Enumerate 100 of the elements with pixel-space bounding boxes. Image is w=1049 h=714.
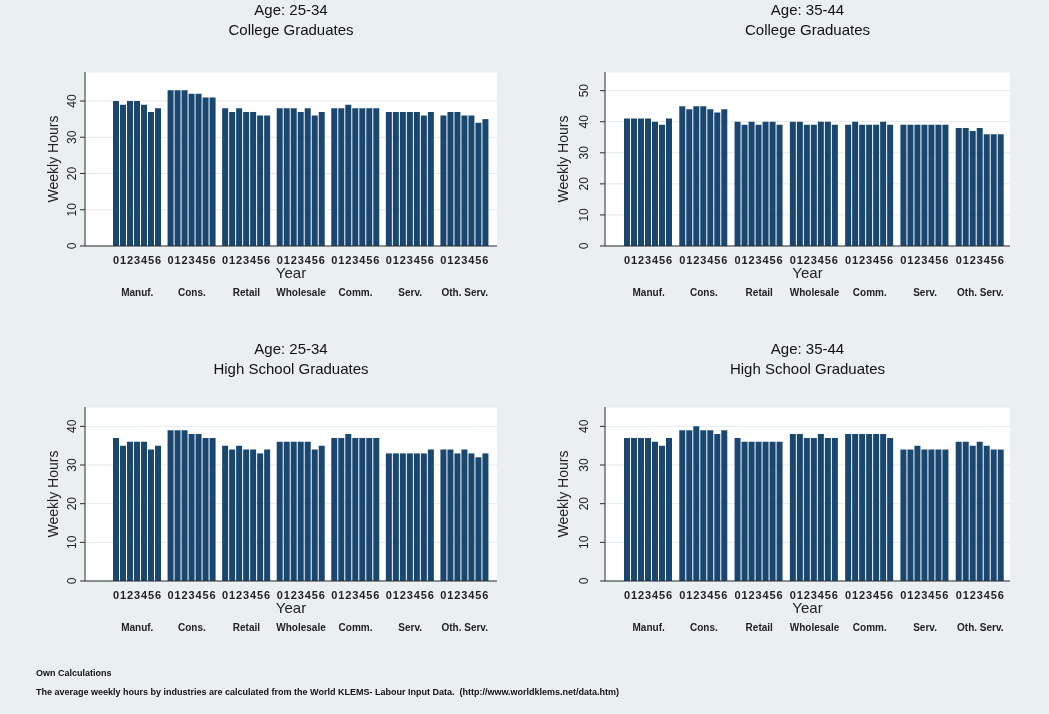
x-tick-label: Retail [745,287,774,298]
text: 5 [257,254,264,266]
text: 6 [264,589,271,601]
text: 3 [755,254,762,266]
series-label: 1 [630,254,638,266]
text: 0 [385,254,392,266]
text: 5 [935,589,942,601]
text: 5 [202,254,209,266]
text: 6 [942,254,949,266]
text: 0 [955,254,962,266]
x-axis-title: Year [275,264,307,281]
text: 4 [413,589,420,601]
text: 6 [776,589,783,601]
x-tick-label: Manuf. [121,287,154,298]
series-label: 4 [651,254,659,266]
text: 6 [776,254,783,266]
x-tick-label: Cons. [690,287,719,298]
y-tick-label: 30 [577,458,591,472]
text: 0 [900,254,907,266]
x-tick-label: Serv. [913,622,938,633]
text: 1 [907,254,914,266]
text: 4 [250,254,257,266]
text: 6 [318,254,325,266]
series-label: 0 [623,254,631,266]
text: 3 [188,254,195,266]
text: 0 [845,254,852,266]
text: 2 [914,589,921,601]
text: 4 [983,254,990,266]
x-tick-label: Oth. Serv. [957,622,1004,633]
series-label: 6 [154,589,162,601]
y-tick-label: 40 [577,114,591,129]
text: 6 [721,589,728,601]
y-tick-label: 20 [65,166,79,181]
series-label: 5 [147,589,155,601]
text: 4 [468,254,475,266]
text: 4 [873,589,880,601]
text: 5 [880,254,887,266]
x-tick-label: Wholesale [789,287,840,298]
text: 1 [229,254,236,266]
x-tick-label: Comm. [852,287,887,298]
series-label: 1 [119,589,127,601]
y-tick-label: 20 [577,176,591,191]
text: 2 [454,254,461,266]
text: 0 [385,589,392,601]
text: 2 [693,589,700,601]
text: 4 [707,589,714,601]
chart-subtitle: College Graduates [743,20,872,40]
text: 6 [373,589,380,601]
x-tick-label: Serv. [398,622,423,633]
x-tick-label: Comm. [338,622,373,633]
x-tick-label: Oth. Serv. [441,287,489,298]
text: 3 [921,589,928,601]
chart-subtitle: High School Graduates [728,359,887,379]
x-tick-label: Manuf. [632,287,665,298]
y-tick-label: 40 [65,94,79,108]
y-tick-label: 0 [577,577,591,585]
y-axis-title: Weekly Hours [555,450,571,538]
text: 4 [762,589,769,601]
text: 3 [700,254,707,266]
text: 5 [202,589,209,601]
text: 2 [181,254,188,266]
text: 5 [990,254,997,266]
text: 2 [345,254,352,266]
text: 1 [174,254,181,266]
x-tick-label: Retail [232,622,261,633]
text: 2 [803,254,810,266]
series-label: 1 [630,589,638,601]
text: 1 [962,254,969,266]
text: 6 [264,254,271,266]
text: 3 [243,589,250,601]
text: 1 [283,589,290,601]
text: 6 [209,254,216,266]
x-tick-label: Wholesale [789,622,840,633]
text: 3 [866,589,873,601]
y-tick-label: 20 [65,496,79,511]
text: 5 [311,589,318,601]
text: 0 [679,589,686,601]
text: 5 [366,589,373,601]
text: 4 [707,254,714,266]
series-label: 6 [154,254,162,266]
series-label: 2 [126,254,134,266]
text: 5 [824,589,831,601]
text: 6 [482,589,489,601]
series-label: 3 [133,254,141,266]
text: 1 [229,589,236,601]
y-tick-label: 0 [65,577,79,585]
text: 0 [679,254,686,266]
text: The average weekly hours by industries are calculated from the World KLEMS- Labour Input Data. (http://www.worldklems.net/data.htm) [36,686,620,699]
text: 0 [955,589,962,601]
series-label: 0 [112,589,120,601]
text: 2 [399,589,406,601]
text: 0 [900,589,907,601]
text: 5 [257,589,264,601]
text: 1 [852,254,859,266]
text: 3 [810,254,817,266]
y-axis-title: Weekly Hours [45,450,61,538]
series-label: 5 [147,254,155,266]
text: 1 [338,589,345,601]
chart-title: Age: 25-34 [253,339,329,359]
text: 2 [748,589,755,601]
